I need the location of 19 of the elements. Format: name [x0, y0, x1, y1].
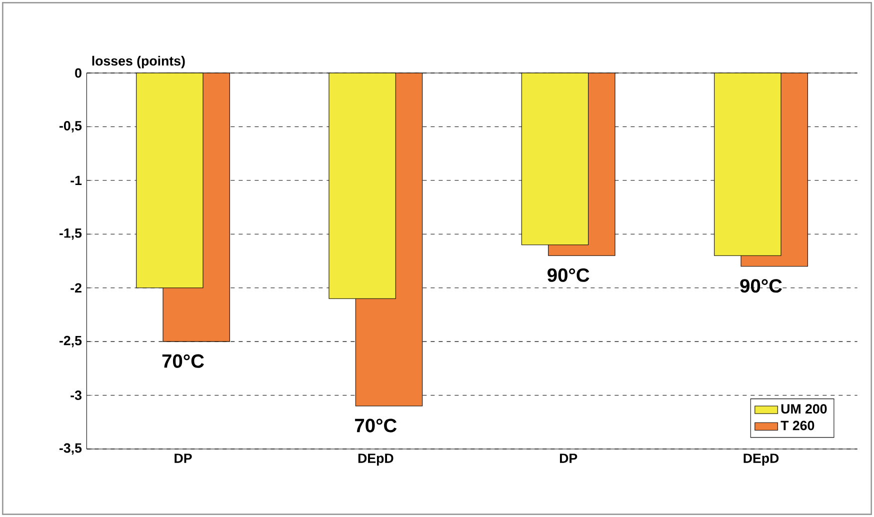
x-tick-label: DEpD	[358, 454, 394, 466]
y-tick-label: -0,5	[60, 121, 82, 132]
annotation: 90°C	[548, 268, 590, 282]
x-tick-label: DP	[174, 454, 192, 463]
legend-label: UM 200	[781, 404, 827, 414]
annotation: 70°C	[355, 418, 397, 432]
y-tick-label: -3	[70, 390, 82, 400]
y-tick-label: -1,5	[60, 228, 82, 240]
y-tick-label: -3,5	[60, 443, 82, 455]
y-tick-label: -2	[70, 283, 82, 292]
x-tick-label: DEpD	[744, 454, 779, 466]
annotation: 90°C	[740, 279, 782, 293]
y-tick-label: 0	[75, 68, 82, 78]
y-tick-label: -1	[70, 176, 82, 186]
x-tick-label: DP	[560, 454, 578, 463]
annotation: 70°C	[162, 354, 204, 368]
legend-label: T 260	[780, 420, 814, 430]
y-tick-label: -2,5	[60, 336, 82, 348]
y-axis-title: losses (points)	[92, 56, 185, 68]
